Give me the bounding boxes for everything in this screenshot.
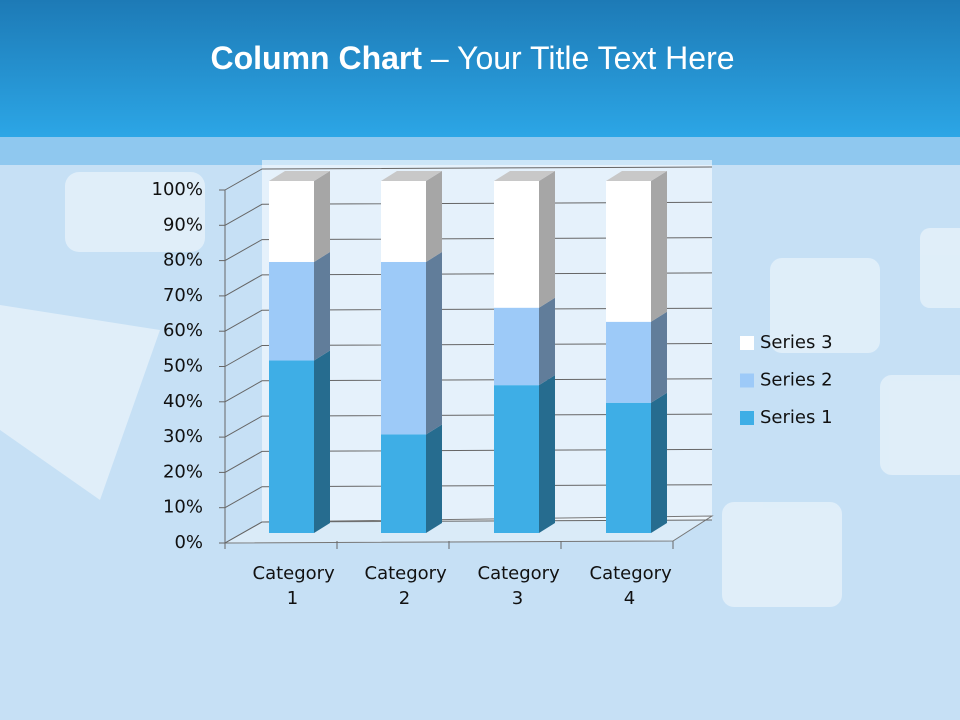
- grid-line: [224, 201, 713, 226]
- grid-line: [224, 519, 713, 544]
- x-tick-label: Category 4: [589, 563, 672, 609]
- header-band: [0, 0, 960, 137]
- grid-line: [224, 484, 713, 509]
- bar-side: [651, 392, 667, 533]
- grid-line: [224, 378, 713, 403]
- y-tick-label: 0%: [174, 532, 203, 553]
- y-tick-label: 50%: [163, 356, 203, 377]
- legend-swatch: [740, 336, 754, 350]
- bar-side: [314, 350, 330, 533]
- y-tick-label: 40%: [163, 391, 203, 412]
- y-tick-label: 60%: [163, 320, 203, 341]
- bar-side: [314, 171, 330, 262]
- bar-side: [314, 251, 330, 361]
- grid-line: [224, 343, 713, 367]
- decor: [0, 172, 960, 607]
- bar: [269, 360, 314, 533]
- bar-side: [539, 297, 555, 386]
- bar-side: [426, 251, 442, 435]
- x-tick-label: Category 1: [252, 563, 335, 609]
- y-tick-label: 80%: [163, 250, 203, 271]
- bar-top: [606, 171, 667, 181]
- bar: [494, 181, 539, 308]
- grid-line: [224, 413, 713, 438]
- y-tick-label: 70%: [163, 285, 203, 306]
- bar: [494, 385, 539, 533]
- legend-swatch: [740, 373, 754, 388]
- back-wall: [262, 160, 712, 522]
- y-tick-label: 10%: [163, 497, 203, 518]
- title-rest: – Your Title Text Here: [430, 40, 735, 76]
- slide-title: Column Chart – Your Title Text Here: [0, 40, 945, 77]
- bar: [381, 261, 426, 435]
- title-bold: Column Chart: [210, 40, 423, 76]
- bar: [494, 307, 539, 386]
- bar-top: [269, 171, 330, 181]
- bar: [269, 181, 314, 262]
- bar-side: [651, 311, 667, 403]
- bar: [606, 402, 651, 533]
- bar: [381, 434, 426, 533]
- bar-top: [381, 171, 442, 181]
- bar-side: [651, 171, 667, 322]
- x-tick-label: Category 3: [477, 563, 560, 609]
- y-tick-label: 100%: [152, 179, 203, 200]
- bar: [606, 321, 651, 403]
- bar-side: [539, 171, 555, 308]
- legend-label: Series 3: [760, 332, 833, 353]
- x-tick-label: Category 2: [364, 563, 447, 609]
- grid-line: [224, 448, 713, 473]
- grid-line: [224, 307, 713, 332]
- y-tick-label: 20%: [163, 461, 203, 482]
- grid-line: [224, 237, 713, 262]
- bar: [269, 261, 314, 361]
- bar: [381, 181, 426, 262]
- y-tick-label: 90%: [163, 214, 203, 235]
- bar-side: [426, 424, 442, 533]
- legend-label: Series 1: [760, 407, 833, 428]
- legend-label: Series 2: [760, 370, 833, 391]
- bar-side: [426, 171, 442, 262]
- grid-line: [224, 166, 713, 191]
- bar-top: [494, 171, 555, 181]
- bar: [606, 181, 651, 322]
- legend-swatch: [740, 411, 754, 425]
- bar-side: [539, 375, 555, 533]
- grid-line: [224, 272, 713, 297]
- y-tick-label: 30%: [163, 426, 203, 447]
